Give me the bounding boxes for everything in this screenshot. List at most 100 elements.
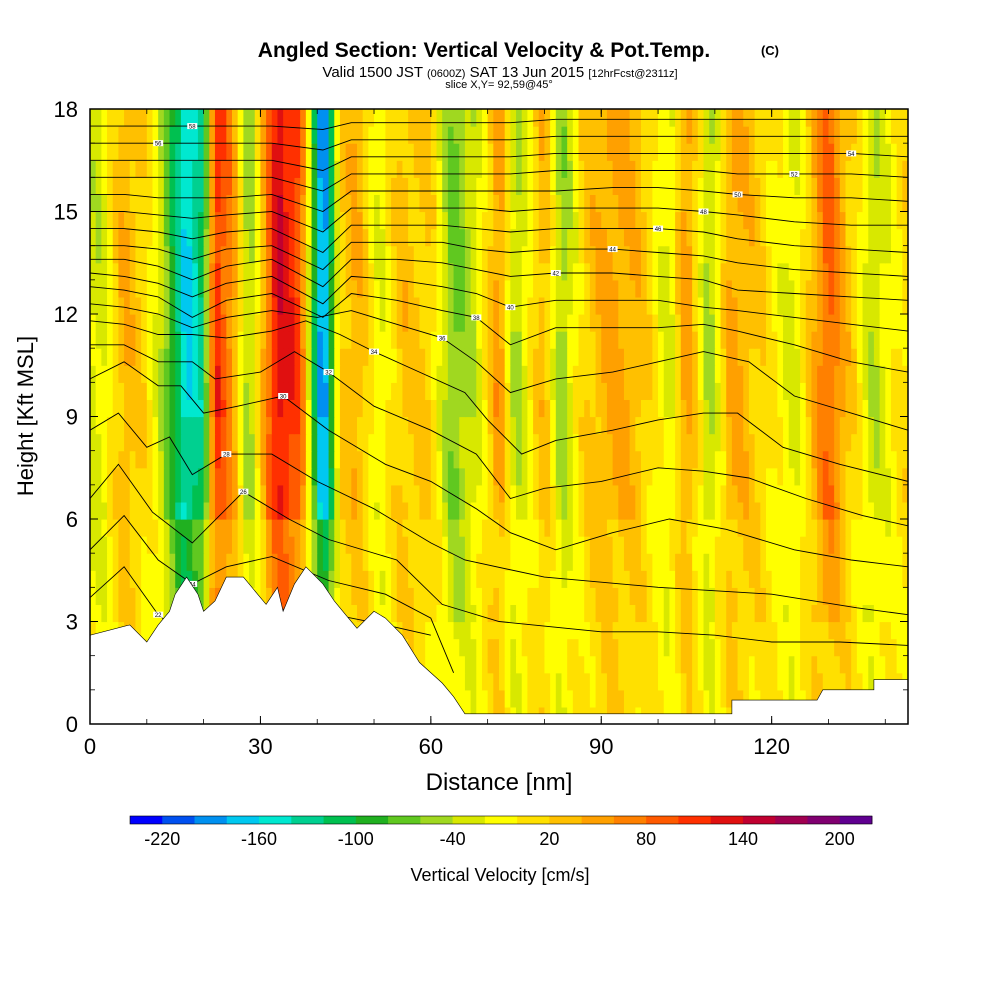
velocity-cell (709, 621, 716, 640)
velocity-cell (601, 126, 608, 144)
velocity-cell (521, 245, 528, 264)
velocity-cell (527, 587, 534, 606)
velocity-cell (731, 262, 739, 281)
velocity-cell (339, 570, 347, 588)
velocity-cell (572, 245, 580, 264)
velocity-cell (760, 672, 767, 691)
velocity-cell (249, 365, 256, 383)
velocity-cell (203, 211, 210, 230)
velocity-cell (112, 348, 119, 366)
velocity-cell (328, 382, 335, 401)
velocity-cell (152, 433, 159, 452)
velocity-cell (754, 160, 761, 178)
velocity-cell (470, 689, 477, 708)
velocity-cell (237, 501, 244, 520)
velocity-cell (720, 501, 727, 520)
velocity-cell (271, 484, 279, 503)
velocity-cell (533, 365, 540, 383)
velocity-cell (95, 348, 102, 366)
velocity-cell (805, 501, 813, 520)
velocity-cell (686, 570, 693, 588)
velocity-cell (561, 450, 568, 469)
velocity-cell (453, 262, 460, 281)
velocity-cell (612, 279, 619, 298)
velocity-cell (311, 331, 318, 349)
velocity-cell (158, 570, 165, 588)
velocity-cell (839, 450, 847, 469)
velocity-cell (885, 621, 892, 640)
velocity-cell (538, 348, 546, 366)
velocity-cell (129, 416, 137, 435)
velocity-cell (629, 467, 636, 486)
velocity-cell (232, 177, 239, 196)
velocity-cell (658, 382, 665, 401)
velocity-cell (419, 126, 426, 144)
velocity-cell (754, 536, 761, 554)
velocity-cell (391, 467, 398, 486)
velocity-cell (618, 587, 625, 606)
velocity-cell (516, 143, 523, 161)
velocity-cell (90, 604, 97, 623)
velocity-cell (538, 689, 546, 708)
velocity-cell (726, 194, 733, 213)
velocity-cell (612, 604, 619, 623)
velocity-cell (589, 467, 597, 486)
velocity-cell (408, 382, 415, 401)
velocity-cell (129, 194, 137, 213)
velocity-cell (669, 211, 676, 230)
velocity-cell (436, 519, 443, 537)
velocity-cell (527, 365, 534, 383)
velocity-cell (669, 433, 676, 452)
velocity-cell (697, 245, 705, 264)
velocity-cell (606, 228, 614, 247)
velocity-cell (124, 399, 131, 418)
velocity-cell (90, 450, 97, 469)
velocity-cell (385, 484, 392, 503)
velocity-cell (95, 621, 102, 640)
velocity-cell (374, 416, 381, 435)
velocity-cell (834, 450, 841, 469)
velocity-cell (129, 450, 137, 469)
velocity-cell (561, 143, 568, 161)
velocity-cell (686, 672, 693, 691)
velocity-cell (158, 433, 165, 452)
velocity-cell (129, 262, 137, 281)
velocity-cell (646, 638, 653, 657)
velocity-cell (391, 211, 398, 230)
velocity-cell (873, 348, 881, 366)
velocity-cell (146, 416, 154, 435)
velocity-cell (572, 638, 580, 657)
velocity-cell (470, 416, 477, 435)
velocity-cell (839, 279, 847, 298)
velocity-cell (430, 467, 438, 486)
velocity-cell (561, 655, 568, 674)
velocity-cell (567, 416, 574, 435)
velocity-cell (254, 194, 262, 213)
velocity-cell (550, 160, 557, 178)
velocity-cell (345, 399, 352, 418)
velocity-cell (635, 433, 642, 452)
velocity-cell (368, 416, 375, 435)
velocity-cell (510, 689, 517, 708)
velocity-cell (771, 433, 778, 452)
velocity-cell (851, 536, 858, 554)
velocity-cell (339, 279, 347, 298)
velocity-cell (862, 467, 869, 486)
velocity-cell (305, 416, 313, 435)
velocity-cell (805, 245, 813, 264)
velocity-cell (408, 587, 415, 606)
velocity-cell (186, 228, 193, 247)
velocity-cell (356, 211, 364, 230)
velocity-cell (328, 587, 335, 606)
velocity-cell (192, 484, 199, 503)
velocity-cell (322, 279, 330, 298)
velocity-cell (112, 211, 119, 230)
velocity-cell (748, 536, 756, 554)
velocity-cell (192, 536, 199, 554)
velocity-cell (521, 314, 528, 332)
velocity-cell (811, 672, 818, 691)
velocity-cell (345, 536, 352, 554)
velocity-cell (90, 382, 97, 401)
velocity-cell (595, 553, 602, 571)
velocity-cell (107, 536, 114, 554)
